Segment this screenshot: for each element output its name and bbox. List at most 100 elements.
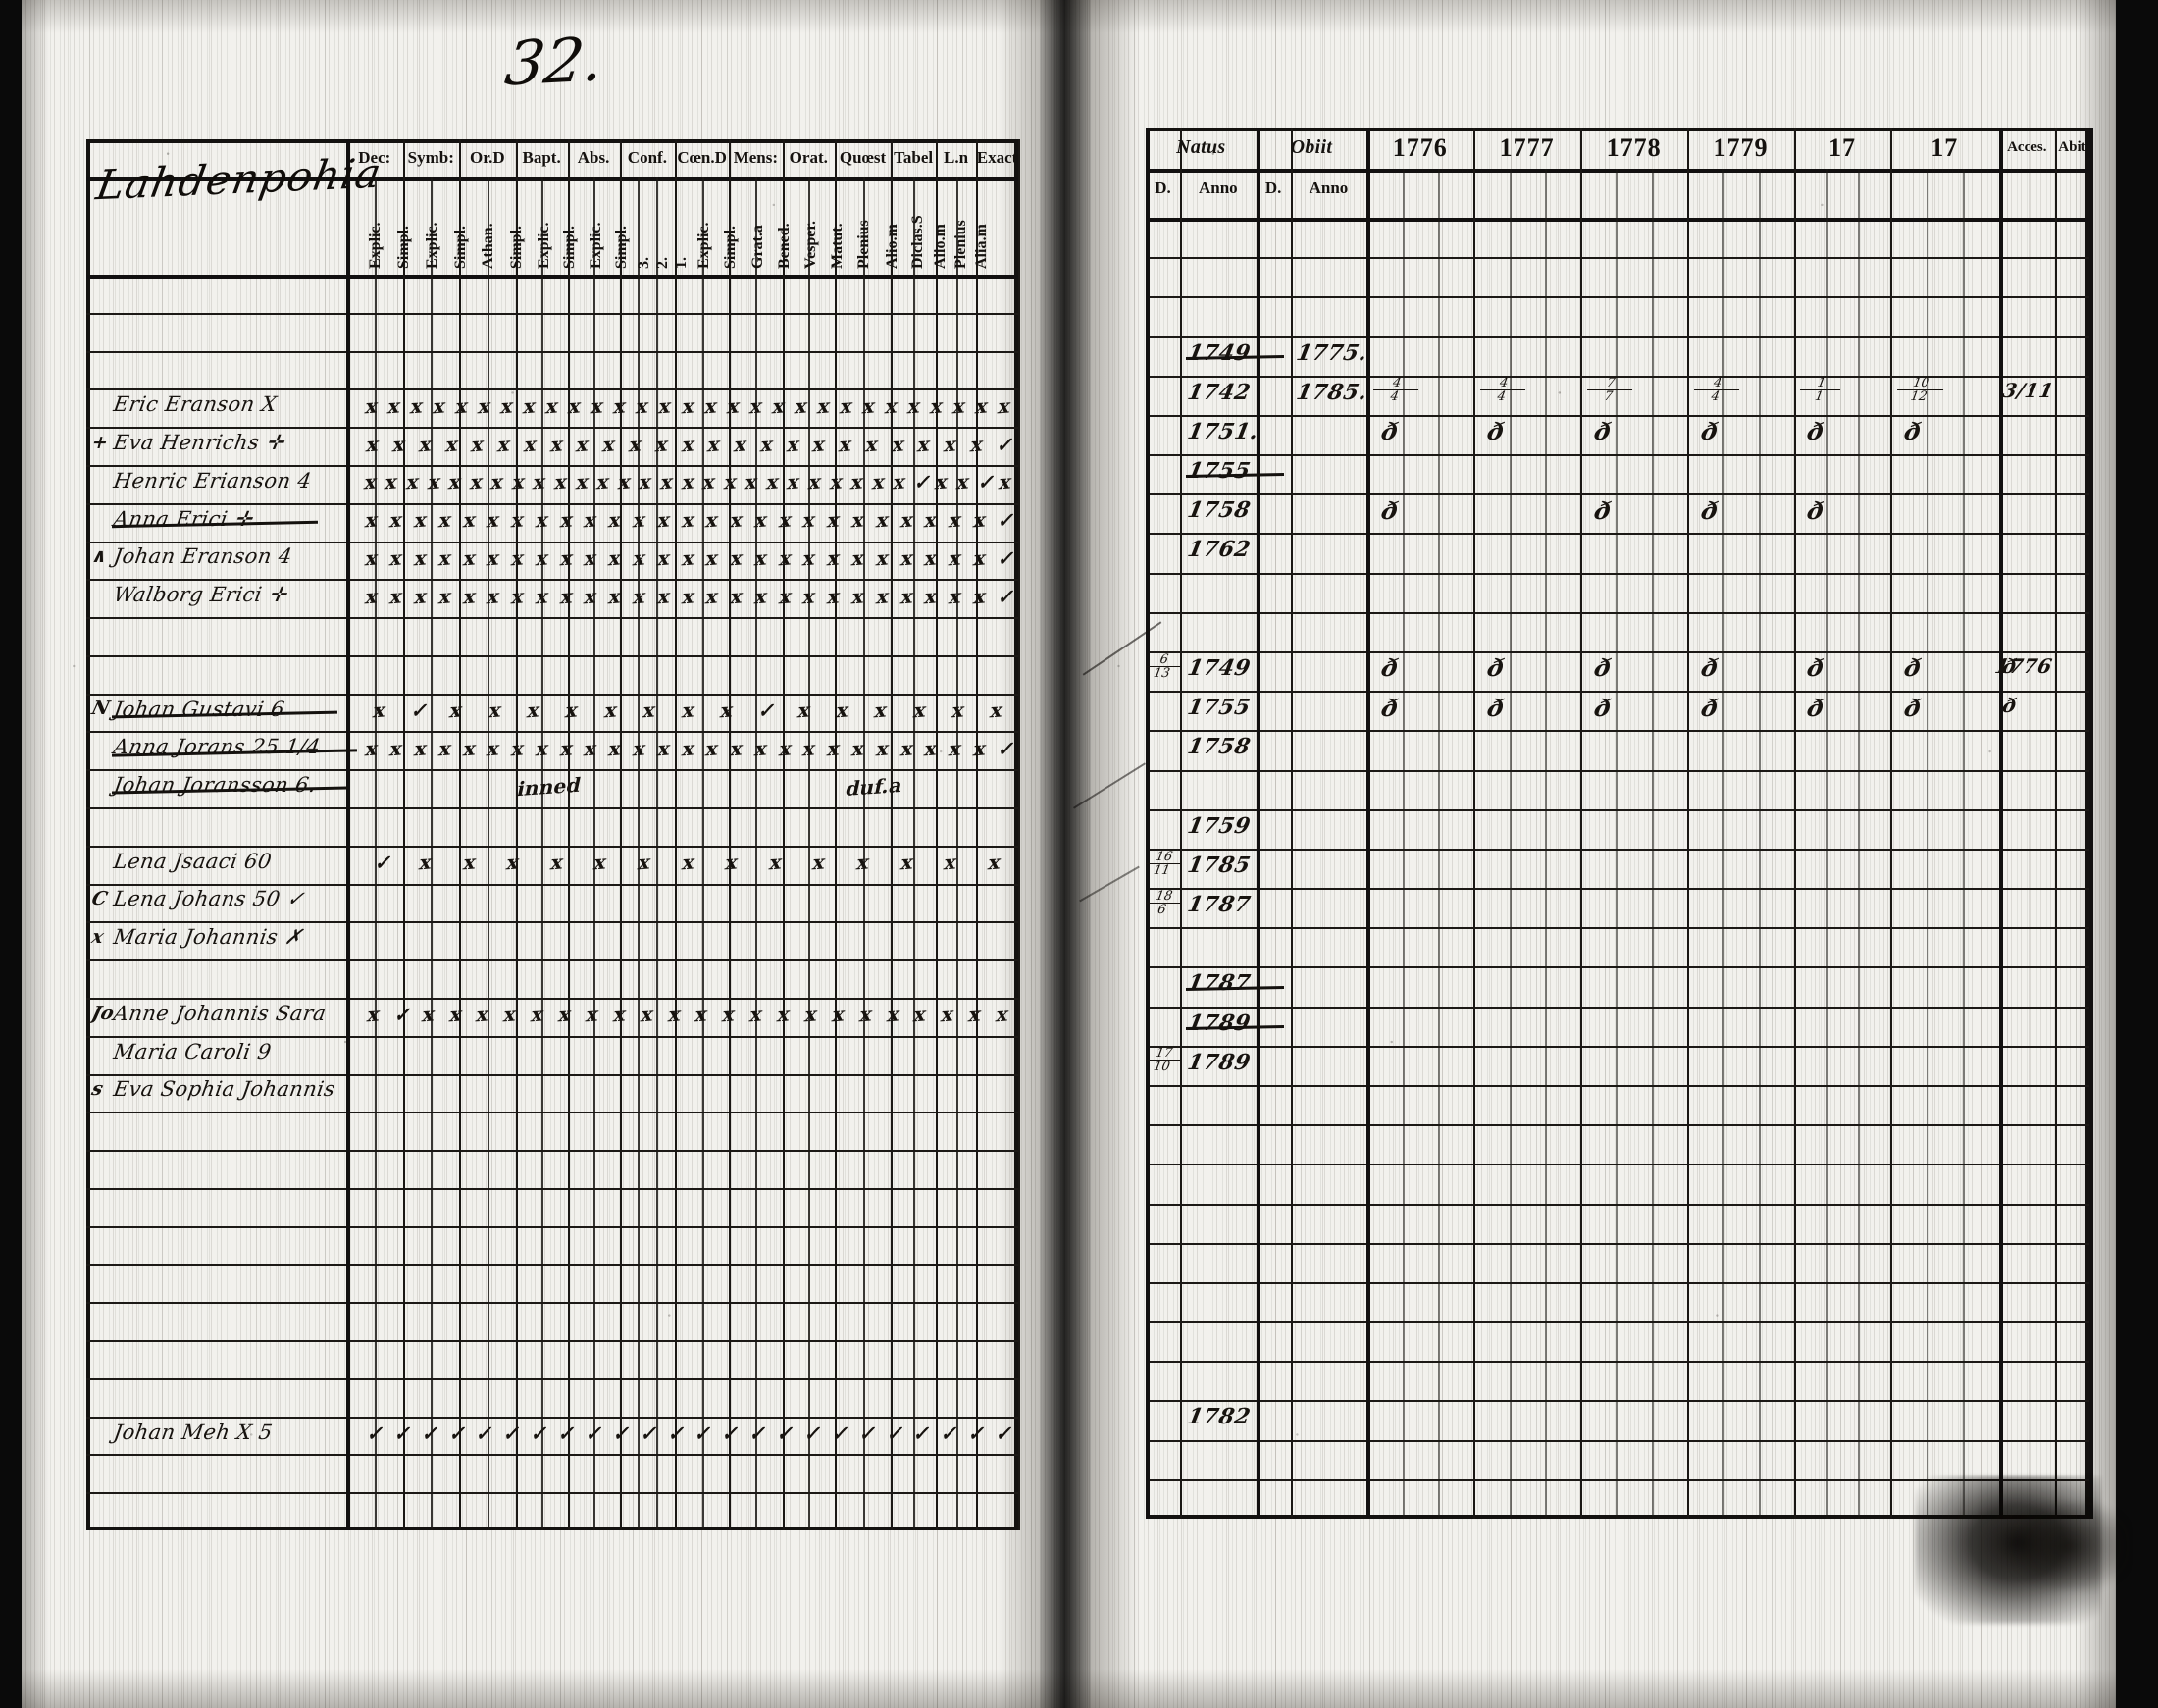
page-number: 32. (501, 23, 608, 100)
left-row-name: Johan Eranson 4 (112, 544, 294, 569)
left-col-subheader-5-2: 1. (672, 257, 690, 269)
right-subcol-rule (1825, 169, 1828, 1519)
right-natus-year: 1755 (1185, 695, 1254, 721)
right-subcol-rule (1544, 169, 1547, 1519)
right-col-rule (1146, 128, 1150, 1519)
left-subcol-rule (862, 177, 865, 1530)
right-subcol-rule (1616, 169, 1618, 1519)
left-row-rule (86, 579, 1018, 582)
left-col-header-1: Symb: (407, 148, 454, 167)
right-subheader-3: Anno (1309, 179, 1349, 197)
left-col-subheader-7-1: Bened. (776, 223, 794, 269)
right-year-header-4: 17 (1827, 133, 1856, 162)
right-year-header-3: 1779 (1713, 133, 1769, 162)
left-col-subheader-0-0: Explic. (367, 222, 385, 269)
left-col-subheader-2-1: Simpl. (508, 225, 526, 269)
left-row-name: Eva Henrichs ✛ (112, 431, 286, 455)
right-natus-year: 1787 (1185, 892, 1254, 918)
left-header-rule (86, 177, 1018, 181)
right-natus-year: 1758 (1185, 734, 1254, 760)
right-acces-value: 3/11 (2000, 378, 2056, 402)
left-row-name: Maria Johannis ✗ (112, 925, 305, 950)
left-row-mark: duf.a (843, 772, 905, 801)
left-col-subheader-0-1: Simpl. (395, 225, 413, 269)
left-row-name: Johan Meh X 5 (112, 1420, 275, 1444)
left-col-subheader-4-1: Simpl. (613, 225, 631, 269)
left-row-mark: inned (515, 772, 584, 801)
left-col-subheader-1-1: Simpl. (451, 225, 469, 269)
left-row-rule (86, 1035, 1018, 1038)
left-col-subheader-10-0: Diclas.S (908, 215, 926, 269)
left-row-rule (86, 693, 1018, 696)
left-col-subheader-11-1: Alia.m (972, 224, 990, 269)
right-obiit-year: 1785. (1294, 379, 1370, 405)
right-subcol-rule (1651, 169, 1654, 1519)
right-col-rule (1687, 128, 1690, 1519)
left-col-rule (782, 139, 785, 1530)
right-col-rule (1998, 128, 2003, 1519)
left-subcol-rule (487, 177, 489, 1530)
right-natus-year: 1749 (1185, 655, 1254, 682)
left-col-header-2: Or.D (469, 148, 505, 167)
right-subcol-rule (1402, 169, 1405, 1519)
left-row-rule (86, 1264, 1018, 1267)
left-col-header-3: Bapt. (522, 148, 561, 167)
left-col-subheader-5-0: 3. (636, 257, 652, 269)
left-row-rule (86, 1416, 1018, 1419)
right-natus-year: 1751. (1185, 418, 1261, 444)
left-row-rule (86, 807, 1018, 810)
left-col-rule (976, 139, 979, 1530)
left-col-header-12: Exact (976, 148, 1018, 167)
left-col-rule (935, 139, 938, 1530)
left-col-rule (1018, 139, 1020, 1530)
left-header-bottom-rule (86, 275, 1018, 279)
right-col-rule (1473, 128, 1476, 1519)
left-row-rule (86, 1377, 1018, 1380)
left-col-subheader-8-0: Vesper. (802, 220, 820, 269)
right-col-rule (2089, 128, 2093, 1519)
left-row-rule (86, 1302, 1018, 1305)
left-col-header-8: Orat. (789, 148, 828, 167)
right-obiit-year: 1775. (1294, 339, 1370, 366)
right-col-rule (1180, 128, 1183, 1519)
left-row-rule (86, 541, 1018, 543)
right-subcol-rule (1926, 169, 1928, 1519)
left-row-name: Walborg Erici ✛ (112, 583, 288, 607)
right-tail-header-0: Acces. (2007, 139, 2047, 155)
left-row-rule (86, 1073, 1018, 1076)
left-row-rule (86, 388, 1018, 391)
left-row-rule (86, 845, 1018, 848)
left-row-name: Maria Caroli 9 (112, 1039, 274, 1063)
right-natus-day: 17 10 (1143, 1046, 1183, 1075)
left-col-header-10: Tabel (894, 148, 934, 167)
left-col-rule (567, 139, 570, 1530)
right-subheader-0: D. (1155, 179, 1171, 197)
left-row-name: Lena Johans 50 ✓ (112, 887, 307, 911)
right-natus-year: 1759 (1185, 812, 1254, 839)
left-col-rule (675, 139, 678, 1530)
right-natus-year: 1782 (1185, 1404, 1254, 1430)
left-col-header-7: Mens: (733, 148, 779, 167)
left-row-rule (86, 1340, 1018, 1343)
left-col-rule (402, 139, 405, 1530)
left-col-subheader-3-0: Explic. (535, 222, 552, 269)
left-col-subheader-4-0: Explic. (587, 222, 604, 269)
left-row-rule (86, 921, 1018, 924)
left-col-subheader-5-1: 2. (653, 257, 671, 269)
left-row-rule (86, 654, 1018, 657)
right-header-obiit: Obiit (1290, 136, 1333, 158)
left-subcol-rule (374, 177, 377, 1530)
right-natus-year: 1758 (1185, 497, 1254, 524)
left-col-header-0: Dec: (358, 148, 391, 167)
left-col-subheader-3-1: Simpl. (561, 225, 579, 269)
right-natus-year: 1789 (1185, 1049, 1254, 1075)
left-col-subheader-9-0: Plenius (855, 220, 873, 269)
right-subcol-rule (1858, 169, 1861, 1519)
right-subcol-rule (1722, 169, 1725, 1519)
right-natus-year: 1789 (1185, 1009, 1254, 1036)
right-year-header-5: 17 (1930, 133, 1959, 162)
right-subheader-1: Anno (1199, 179, 1238, 197)
